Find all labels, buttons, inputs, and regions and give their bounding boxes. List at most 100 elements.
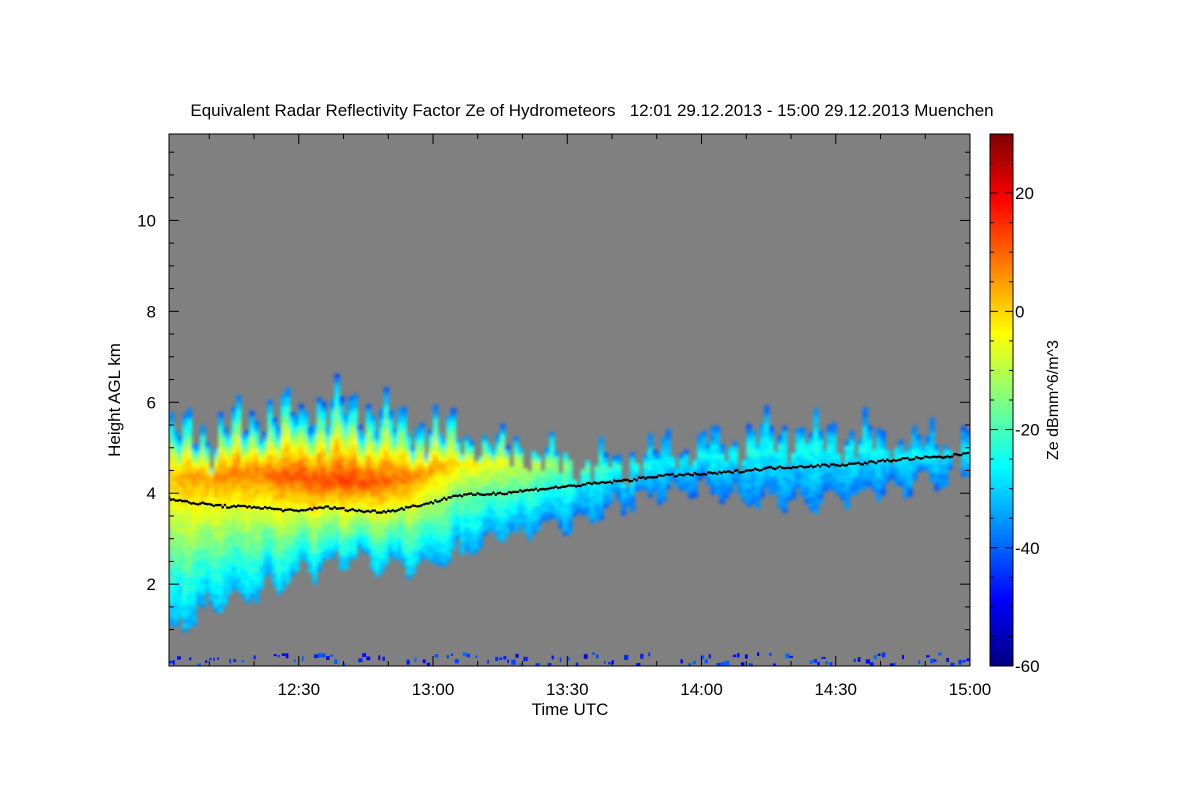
heatmap-cell: [625, 501, 631, 507]
heatmap-cell: [433, 513, 439, 520]
heatmap-cell: [862, 452, 868, 458]
heatmap-cell: [929, 458, 935, 464]
heatmap-cell: [200, 561, 206, 568]
melting-layer-point: [254, 506, 258, 510]
heatmap-cell: [491, 463, 497, 469]
heatmap-cell: [446, 483, 452, 489]
heatmap-cell: [800, 454, 806, 460]
heatmap-cell: [495, 456, 501, 462]
heatmap-cell: [361, 520, 367, 526]
heatmap-cell: [227, 443, 233, 449]
melting-layer-point: [843, 464, 846, 467]
heatmap-cell: [195, 590, 202, 596]
heatmap-cell: [227, 557, 233, 563]
heatmap-cell: [415, 445, 421, 451]
melting-layer-point: [807, 465, 811, 469]
heatmap-cell: [307, 449, 313, 455]
heatmap-cell: [562, 530, 569, 536]
melting-layer-point: [554, 485, 558, 488]
heatmap-cell: [580, 487, 586, 493]
heatmap-cell: [249, 456, 255, 462]
melting-layer-point: [955, 453, 958, 456]
heatmap-cell: [245, 525, 251, 531]
heatmap-cell: [227, 434, 233, 440]
heatmap-cell: [500, 446, 506, 452]
heatmap-cell: [343, 446, 349, 452]
heatmap-cell: [661, 450, 667, 456]
heatmap-cell: [934, 472, 940, 478]
heatmap-cell: [804, 448, 810, 454]
heatmap-cell: [562, 476, 569, 482]
heatmap-cell: [777, 475, 783, 482]
heatmap-cell: [186, 558, 193, 564]
heatmap-cell: [352, 453, 358, 459]
heatmap-cell: [450, 462, 457, 468]
heatmap-cell: [522, 486, 528, 492]
heatmap-cell: [522, 495, 528, 501]
heatmap-cell: [410, 473, 416, 479]
heatmap-cell: [495, 520, 501, 526]
heatmap-cell: [392, 555, 398, 561]
heatmap-cell: [209, 577, 215, 583]
melting-layer-point: [402, 508, 406, 511]
heatmap-cell: [370, 560, 376, 566]
heatmap-cell: [782, 494, 788, 500]
heatmap-cell: [370, 542, 376, 548]
heatmap-cell: [482, 489, 488, 495]
heatmap-cell: [298, 408, 305, 414]
heatmap-cell: [598, 473, 604, 479]
heatmap-cell: [437, 478, 443, 484]
heatmap-cell: [343, 478, 349, 484]
heatmap-cell: [817, 462, 824, 468]
heatmap-cell: [312, 524, 318, 530]
heatmap-cell: [450, 485, 457, 491]
heatmap-cell: [289, 543, 296, 549]
heatmap-cell: [392, 436, 398, 443]
heatmap-cell: [388, 541, 394, 548]
heatmap-cell: [339, 432, 345, 439]
heatmap-cell: [218, 580, 224, 586]
heatmap-cell: [361, 470, 367, 476]
melting-layer-point: [357, 508, 361, 512]
heatmap-cell: [437, 483, 443, 489]
heatmap-cell: [334, 455, 340, 461]
heatmap-cell: [840, 490, 846, 496]
heatmap-cell: [173, 548, 179, 554]
heatmap-cell: [446, 501, 452, 508]
heatmap-cell: [182, 554, 188, 561]
heatmap-cell: [213, 607, 219, 613]
heatmap-cell: [303, 511, 309, 517]
heatmap-cell: [213, 488, 219, 495]
heatmap-cell: [406, 533, 412, 539]
heatmap-cell: [450, 503, 457, 509]
heatmap-cell: [370, 464, 376, 471]
heatmap-cell: [231, 525, 237, 531]
heatmap-cell: [348, 405, 354, 411]
heatmap-cell: [294, 420, 300, 426]
heatmap-cell: [379, 453, 385, 459]
heatmap-cell: [298, 463, 305, 469]
heatmap-cell: [589, 513, 595, 519]
heatmap-cell: [289, 429, 296, 436]
melting-layer-point: [601, 480, 605, 484]
heatmap-cell: [330, 416, 336, 423]
heatmap-cell: [907, 491, 913, 497]
heatmap-cell: [361, 447, 367, 453]
heatmap-cell: [191, 484, 197, 490]
heatmap-cell: [491, 499, 497, 506]
heatmap-cell: [835, 480, 842, 487]
heatmap-cell: [177, 572, 184, 578]
heatmap-cell: [222, 572, 228, 579]
heatmap-cell: [464, 544, 470, 551]
heatmap-cell: [218, 411, 224, 418]
heatmap-cell: [191, 548, 197, 554]
heatmap-cell: [486, 466, 492, 472]
heatmap-cell: [495, 515, 501, 522]
heatmap-cell: [804, 484, 810, 491]
heatmap-cell: [433, 532, 439, 538]
heatmap-cell: [307, 526, 313, 532]
heatmap-cell: [374, 553, 381, 559]
heatmap-cell: [594, 465, 600, 472]
heatmap-cell: [231, 484, 237, 490]
heatmap-cell: [544, 502, 551, 508]
